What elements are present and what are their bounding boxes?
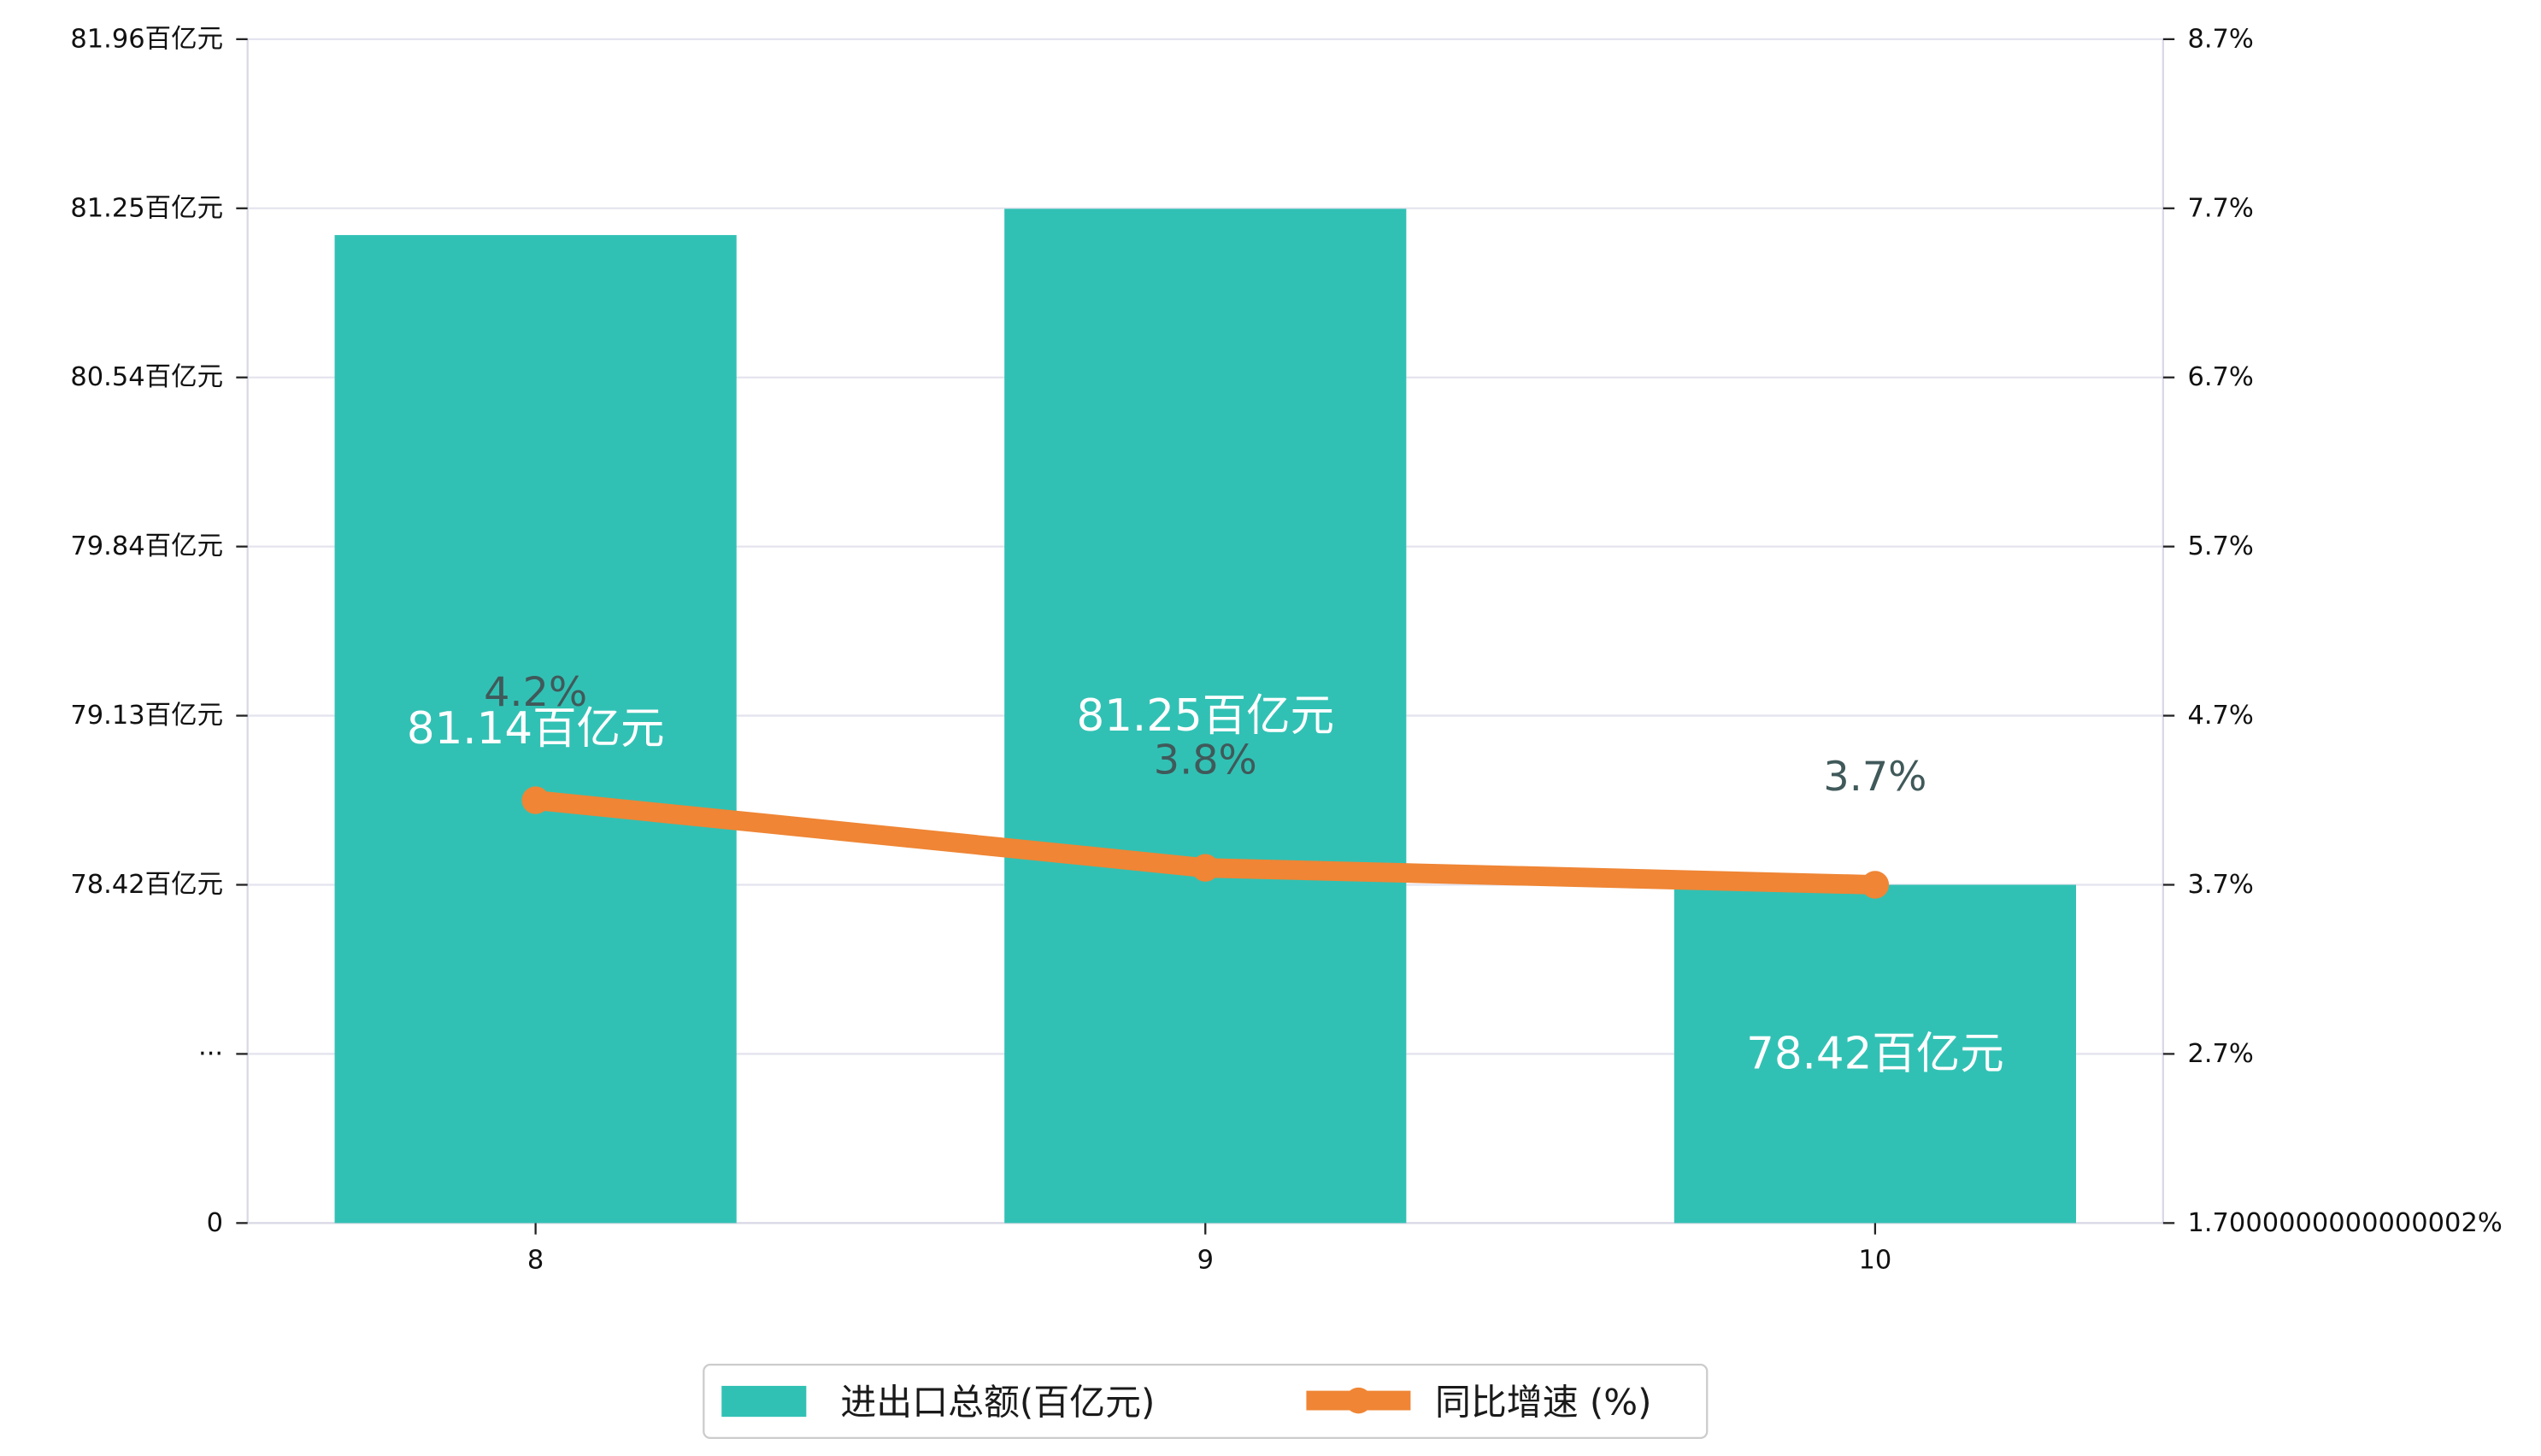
- bar-10: [1673, 884, 2076, 1224]
- right-tick-label: 5.7%: [2187, 531, 2253, 561]
- legend-label-growth-rate: 同比增速 (%): [1435, 1381, 1651, 1423]
- x-tick-label: 10: [1859, 1246, 1892, 1276]
- left-tick-label: 0: [207, 1208, 223, 1238]
- bar-8: [334, 235, 737, 1224]
- line-data-label: 3.8%: [1154, 737, 1257, 784]
- left-tick-label: 78.42百亿元: [70, 870, 223, 900]
- right-tick-label: 7.7%: [2187, 193, 2253, 223]
- bar-9: [1004, 208, 1407, 1224]
- line-marker-10: [1861, 871, 1890, 899]
- left-tick-label: 81.96百亿元: [70, 24, 223, 54]
- line-data-label: 3.7%: [1823, 754, 1926, 801]
- right-tick-label: 8.7%: [2187, 24, 2253, 54]
- legend-item-growth-rate: 同比增速 (%): [1306, 1381, 1651, 1423]
- bar-data-label: 78.42百亿元: [1746, 1028, 2004, 1079]
- left-tick-label: 81.25百亿元: [70, 193, 223, 223]
- line-data-labels: 4.2% 3.8% 3.7%: [484, 669, 1926, 801]
- bar-series: [334, 208, 2076, 1224]
- right-tick-label: 4.7%: [2187, 701, 2253, 731]
- legend-swatch-marker: [1345, 1387, 1372, 1414]
- right-tick-label: 3.7%: [2187, 870, 2253, 900]
- right-tick-label: 6.7%: [2187, 362, 2253, 392]
- legend-label-trade-total: 进出口总额(百亿元): [840, 1381, 1155, 1423]
- left-tick-label: 79.84百亿元: [70, 531, 223, 561]
- line-data-label: 4.2%: [484, 669, 587, 716]
- x-tick-label: 8: [527, 1246, 544, 1276]
- left-tick-label: ···: [198, 1039, 223, 1069]
- bar-data-label: 81.14百亿元: [407, 703, 665, 754]
- right-tick-label: 2.7%: [2187, 1039, 2253, 1069]
- legend-frame: [703, 1364, 1709, 1440]
- bar-data-labels: 81.14百亿元 81.25百亿元 78.42百亿元: [407, 690, 2004, 1080]
- left-tick-label: 80.54百亿元: [70, 362, 223, 392]
- legend: 进出口总额(百亿元) 同比增速 (%): [703, 1364, 1709, 1440]
- line-series: [521, 786, 1890, 899]
- bar-data-label: 81.25百亿元: [1076, 690, 1334, 742]
- legend-item-trade-total: 进出口总额(百亿元): [721, 1381, 1155, 1423]
- x-tick-label: 9: [1197, 1246, 1214, 1276]
- line-marker-9: [1191, 854, 1220, 882]
- left-tick-label: 79.13百亿元: [70, 701, 223, 731]
- right-tick-label: 1.7000000000000002%: [2187, 1208, 2502, 1238]
- legend-swatch-bar: [721, 1385, 807, 1418]
- line-marker-8: [521, 786, 550, 814]
